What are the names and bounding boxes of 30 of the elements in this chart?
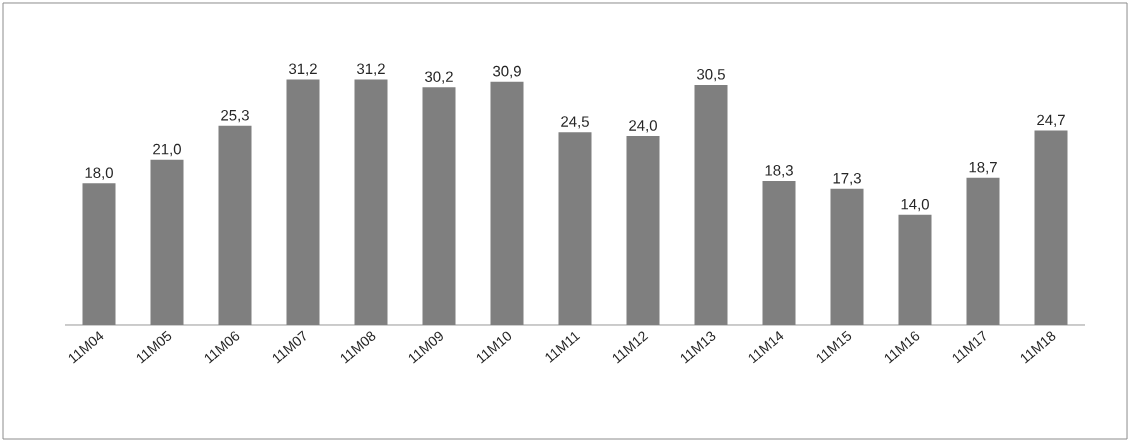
data-label: 18,7 (969, 161, 997, 175)
bar (1034, 130, 1068, 325)
bar (830, 188, 864, 325)
data-label: 30,9 (493, 65, 521, 79)
bar (694, 84, 728, 325)
bar (762, 180, 796, 325)
bar (218, 125, 252, 325)
bar (286, 79, 320, 325)
data-label: 31,2 (357, 63, 385, 76)
data-label: 24,0 (629, 120, 657, 133)
bar (354, 79, 388, 325)
data-label: 18,3 (765, 165, 793, 178)
data-label: 24,5 (561, 116, 589, 129)
data-label: 30,2 (425, 71, 453, 84)
data-label: 21,0 (153, 143, 181, 157)
bar (150, 159, 184, 325)
data-label: 25,3 (221, 109, 249, 123)
data-label: 31,2 (289, 63, 317, 76)
data-label: 24,7 (1037, 114, 1065, 128)
data-label: 17,3 (833, 172, 861, 186)
data-label: 14,0 (901, 198, 929, 212)
data-label: 30,5 (697, 69, 725, 82)
bar (558, 132, 592, 325)
data-label: 18,0 (85, 167, 113, 180)
bar (82, 183, 116, 325)
bar (898, 214, 932, 325)
bar (966, 177, 1000, 325)
bar (626, 136, 660, 325)
bar (422, 87, 456, 325)
bar (490, 81, 524, 325)
